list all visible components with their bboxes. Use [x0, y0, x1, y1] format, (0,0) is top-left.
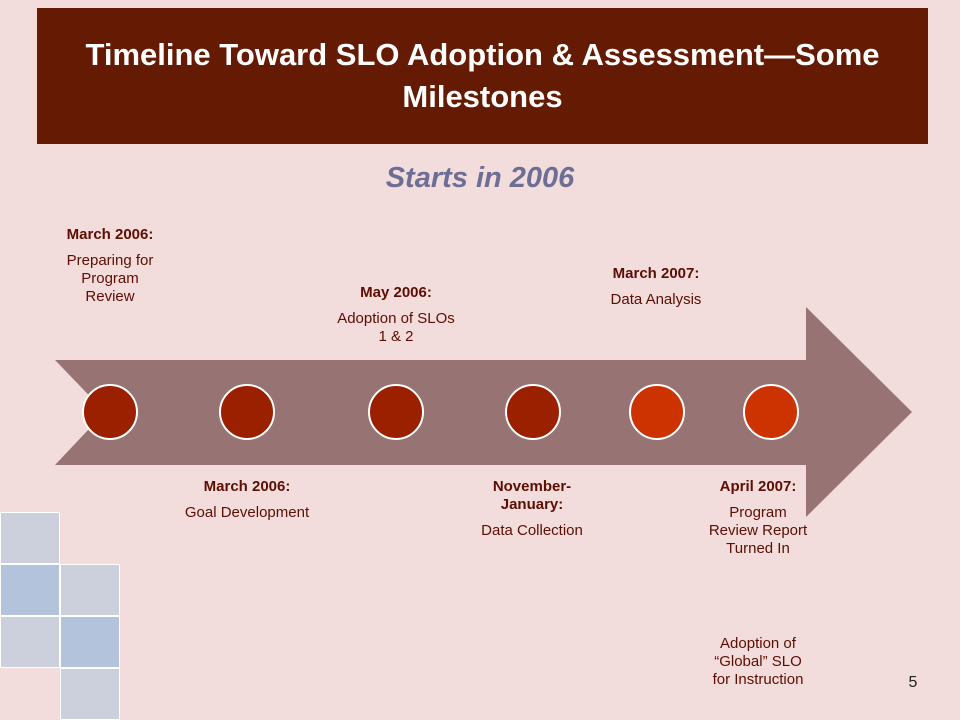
milestone-label-4: November-January: Data Collection	[470, 478, 594, 540]
milestone-date: March 2007:	[612, 265, 700, 282]
milestone-marker-5	[629, 384, 685, 440]
decorative-square	[0, 616, 60, 668]
milestone-marker-3	[368, 384, 424, 440]
slide-title: Timeline Toward SLO Adoption & Assessmen…	[85, 37, 880, 114]
milestone-description: Data Analysis	[610, 291, 702, 308]
milestone-date: March 2006:	[203, 478, 291, 495]
milestone-description: Adoption of SLOs 1 & 2	[337, 310, 455, 345]
milestone-label-2: March 2006: Goal Development	[182, 478, 312, 522]
milestone-marker-6	[743, 384, 799, 440]
milestone-label-6: April 2007: Program Review Report Turned…	[708, 478, 808, 558]
milestone-date: May 2006:	[360, 284, 432, 301]
milestone-marker-2	[219, 384, 275, 440]
milestone-marker-4	[505, 384, 561, 440]
milestone-description: Data Collection	[481, 522, 583, 539]
milestone-label-5: March 2007: Data Analysis	[606, 265, 706, 309]
slide-subtitle: Starts in 2006	[385, 162, 575, 194]
milestone-label-1: March 2006: Preparing for Program Review	[55, 226, 165, 306]
decorative-square	[60, 668, 120, 720]
milestone-description: Program Review Report Turned In	[708, 504, 808, 557]
timeline-arrow-shape	[55, 307, 912, 517]
page-number: 5	[908, 674, 918, 691]
milestone-marker-1	[82, 384, 138, 440]
decorative-square	[0, 512, 60, 564]
milestone-date: April 2007:	[719, 478, 797, 495]
extra-milestone-note: Adoption of “Global” SLO for Instruction	[712, 635, 804, 688]
decorative-square	[60, 564, 120, 616]
milestone-description: Goal Development	[184, 504, 310, 521]
decorative-square	[0, 564, 60, 616]
milestone-description: Preparing for Program Review	[66, 252, 154, 305]
decorative-square	[60, 616, 120, 668]
milestone-date: March 2006:	[66, 226, 154, 243]
milestone-date: November-January:	[492, 478, 572, 513]
title-bar: Timeline Toward SLO Adoption & Assessmen…	[37, 8, 928, 144]
milestone-label-3: May 2006: Adoption of SLOs 1 & 2	[334, 284, 458, 346]
